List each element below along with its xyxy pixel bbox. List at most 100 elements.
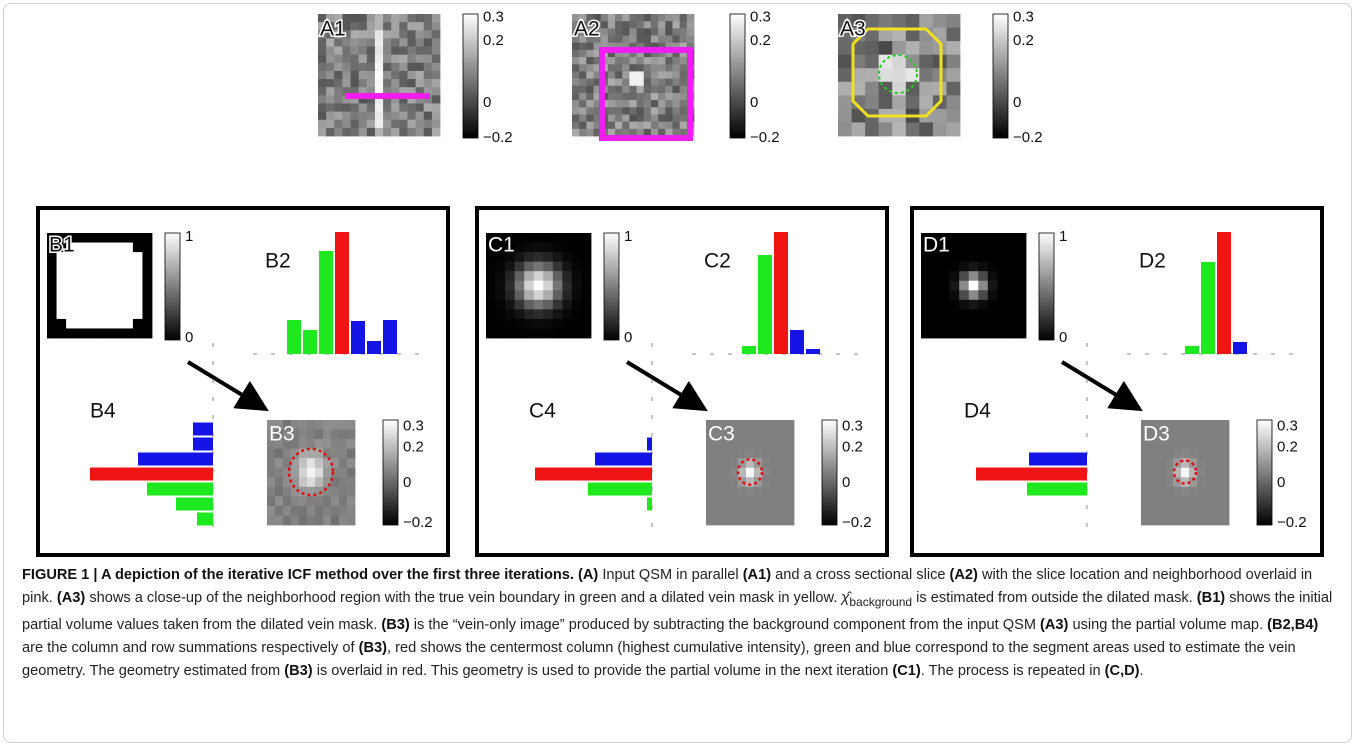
pixel: [1205, 477, 1213, 487]
pixel: [1197, 506, 1205, 516]
caption-run: (A3): [57, 590, 85, 606]
pixel: [142, 243, 152, 253]
panel-label: C3: [708, 423, 735, 446]
pixel: [1141, 458, 1149, 468]
pixel: [997, 300, 1007, 310]
caption-text: using the partial volume map.: [1068, 617, 1267, 633]
pixel: [391, 112, 400, 121]
pixel: [1213, 487, 1221, 497]
pixel: [672, 107, 680, 115]
pixel: [524, 281, 534, 291]
pixel: [637, 79, 645, 87]
pixel: [637, 114, 645, 122]
hist-bar: [790, 330, 804, 354]
pixel: [299, 458, 307, 468]
pixel: [432, 55, 441, 64]
pixel: [432, 79, 441, 88]
pixel: [579, 71, 587, 79]
pixel: [359, 14, 368, 23]
pixel: [515, 309, 525, 319]
pixel: [1181, 487, 1189, 497]
pixel: [76, 290, 86, 300]
pixel: [572, 262, 582, 272]
pixel: [969, 252, 979, 262]
pixel: [658, 14, 666, 22]
pixel: [754, 506, 762, 516]
pixel: [1197, 487, 1205, 497]
pixel: [342, 103, 351, 112]
pixel: [892, 95, 906, 109]
pixel: [347, 477, 355, 487]
pixel: [906, 82, 920, 96]
arrow: [1062, 362, 1136, 407]
pixel: [940, 328, 950, 338]
pixel: [637, 86, 645, 94]
pixel: [672, 93, 680, 101]
pixel: [524, 233, 534, 243]
pixel: [331, 449, 339, 459]
pixel: [47, 262, 57, 272]
pixel: [351, 47, 360, 56]
pixel: [950, 271, 960, 281]
pixel: [283, 496, 291, 506]
pixel: [142, 271, 152, 281]
caption-run: (B3): [381, 617, 409, 633]
pixel: [1157, 468, 1165, 478]
pixel: [339, 420, 347, 430]
pixel: [637, 107, 645, 115]
pixel: [66, 300, 76, 310]
pixel: [637, 93, 645, 101]
pixel: [950, 252, 960, 262]
colorbar-tick-label: 0: [1059, 329, 1067, 346]
pixel: [104, 281, 114, 291]
pixel: [66, 309, 76, 319]
pixel: [524, 243, 534, 253]
pixel: [579, 100, 587, 108]
pixel: [1149, 496, 1157, 506]
pixel: [391, 30, 400, 39]
pixel: [347, 439, 355, 449]
pixel: [534, 281, 544, 291]
pixel: [307, 430, 315, 440]
pixel: [988, 328, 998, 338]
pixel: [919, 41, 933, 55]
pixel: [1149, 449, 1157, 459]
pixel: [543, 281, 553, 291]
pixel: [275, 487, 283, 497]
pixel: [921, 290, 931, 300]
pixel: [1141, 506, 1149, 516]
pixel: [644, 71, 652, 79]
pixel: [534, 290, 544, 300]
pixel: [921, 271, 931, 281]
pixel: [1016, 319, 1026, 329]
pixel: [334, 103, 343, 112]
pixel: [315, 468, 323, 478]
pixel: [586, 64, 594, 72]
pixel: [524, 319, 534, 329]
caption-run: (A1): [743, 567, 771, 583]
colorbar-tick-label: 1: [185, 228, 193, 245]
pixel: [1141, 496, 1149, 506]
pixel: [1016, 290, 1026, 300]
pixel: [391, 14, 400, 23]
pixel: [133, 319, 143, 329]
pixel: [339, 496, 347, 506]
pixel: [95, 319, 105, 329]
pixel: [367, 14, 376, 23]
pixel: [334, 128, 343, 137]
pixel: [931, 300, 941, 310]
pixel: [615, 93, 623, 101]
pixel: [543, 233, 553, 243]
panel-label: C2: [704, 250, 731, 273]
pixel: [57, 262, 67, 272]
pixel: [1007, 290, 1017, 300]
pixel: [359, 63, 368, 72]
pixel: [687, 14, 695, 22]
pixel: [407, 38, 416, 47]
pixel: [515, 271, 525, 281]
pixel: [615, 79, 623, 87]
pixel: [342, 55, 351, 64]
pixel: [672, 122, 680, 130]
pixel: [921, 309, 931, 319]
colorbar: [822, 420, 837, 525]
